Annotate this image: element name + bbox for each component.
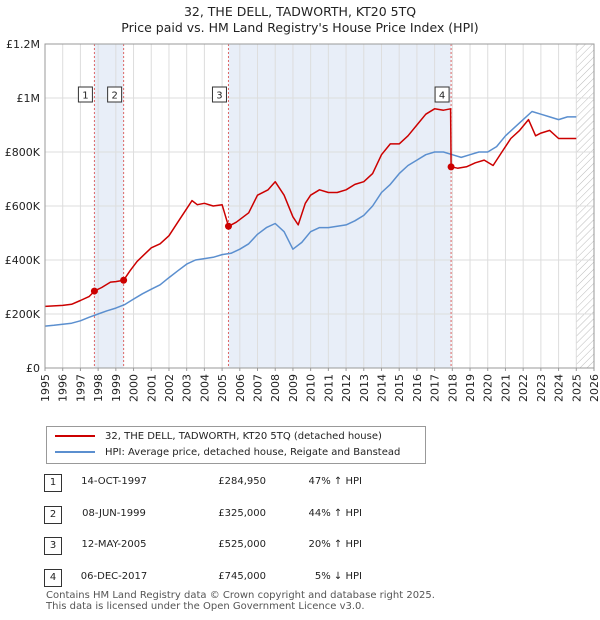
- footer-attribution: Contains HM Land Registry data © Crown c…: [46, 590, 435, 612]
- x-tick-label: 2020: [482, 374, 495, 402]
- table-row: 3 12-MAY-2005 £525,000 20% ↑ HPI: [44, 535, 384, 559]
- legend-item-hpi: HPI: Average price, detached house, Reig…: [55, 446, 400, 460]
- series-line-property: [44, 108, 577, 308]
- sale-hpi-change: 5% ↓ HPI: [314, 570, 362, 582]
- x-tick-label: 2022: [517, 374, 530, 402]
- x-tick-label: 2005: [216, 374, 229, 402]
- x-tick-label: 2026: [588, 374, 600, 402]
- sale-price: £325,000: [218, 507, 266, 519]
- x-tick-label: 2018: [446, 374, 459, 402]
- x-tick-label: 2010: [305, 374, 318, 402]
- sale-price: £525,000: [218, 539, 266, 550]
- sale-label-box: [211, 86, 227, 103]
- y-tick-label: £600K: [5, 200, 41, 213]
- legend-label-hpi: HPI: Average price, detached house, Reig…: [105, 447, 401, 458]
- sale-point: [120, 276, 128, 284]
- x-tick-label: 2008: [269, 374, 282, 402]
- price-chart: 1 2 3 4 £0 £200K £400K £600K £800K £1M £1.2M 1995 1…: [5, 38, 600, 402]
- y-tick-label: £0: [26, 362, 40, 375]
- legend-item-property: 32, THE DELL, TADWORTH, KT20 5TQ (detach…: [55, 430, 382, 444]
- x-tick-label: 2004: [198, 374, 211, 402]
- x-tick-label: 2006: [234, 374, 247, 402]
- x-tick-label: 2013: [358, 374, 371, 402]
- sales-table: 1 14-OCT-1997 £284,950 47% ↑ HPI 2 08-JU…: [44, 472, 384, 598]
- x-tick-label: 2016: [411, 374, 424, 402]
- y-tick-label: £800K: [5, 146, 41, 159]
- x-tick-label: 2023: [535, 374, 548, 402]
- legend: 32, THE DELL, TADWORTH, KT20 5TQ (detach…: [46, 426, 426, 464]
- sale-point: [224, 222, 232, 230]
- chart-subtitle: Price paid vs. HM Land Registry's House …: [121, 20, 479, 35]
- sale-number-badge: 2: [44, 505, 62, 524]
- sale-hpi-change: 47% ↑ HPI: [308, 476, 362, 487]
- x-tick-label: 1997: [74, 374, 87, 402]
- legend-line-hpi: [55, 451, 95, 453]
- x-tick-label: 1996: [57, 374, 70, 402]
- x-tick-label: 1998: [92, 374, 105, 402]
- sale-date: 12-MAY-2005: [81, 539, 147, 550]
- table-row: 2 08-JUN-1999 £325,000 44% ↑ HPI: [44, 504, 384, 528]
- sale-label-text: 1: [82, 91, 88, 102]
- series-line-hpi: [44, 110, 577, 327]
- x-tick-label: 2001: [145, 374, 158, 402]
- chart-title: 32, THE DELL, TADWORTH, KT20 5TQ: [183, 4, 417, 19]
- sale-label-text: 4: [439, 91, 445, 102]
- x-tick-label: 2024: [553, 374, 566, 402]
- x-tick-label: 2012: [340, 374, 353, 402]
- x-tick-label: 1995: [39, 374, 52, 402]
- sale-point: [447, 163, 455, 171]
- y-tick-label: £400K: [5, 254, 41, 267]
- x-tick-label: 2000: [128, 374, 141, 402]
- x-tick-label: 2015: [393, 374, 406, 402]
- x-tick-label: 1999: [110, 374, 123, 402]
- x-tick-label: 2007: [252, 374, 265, 402]
- sale-label-box: [434, 86, 450, 103]
- sale-price: £745,000: [218, 570, 266, 582]
- sale-hpi-change: 20% ↑ HPI: [308, 539, 362, 550]
- sale-number-badge: 1: [44, 474, 62, 492]
- x-tick-label: 2002: [163, 374, 176, 402]
- y-tick-label: £200K: [5, 308, 41, 321]
- sale-date: 14-OCT-1997: [81, 476, 147, 487]
- chart-title-block: 32, THE DELL, TADWORTH, KT20 5TQ Price p…: [0, 4, 600, 36]
- x-tick-label: 2009: [287, 374, 300, 402]
- footer-line-2: This data is licensed under the Open Gov…: [46, 601, 365, 612]
- sale-number-badge: 3: [44, 537, 62, 555]
- x-tick-label: 2021: [499, 374, 512, 402]
- sale-label-text: 3: [216, 91, 222, 102]
- sale-date: 06-DEC-2017: [80, 570, 148, 582]
- x-tick-label: 2017: [429, 374, 442, 402]
- sale-hpi-change: 44% ↑ HPI: [308, 507, 362, 519]
- x-tick-label: 2011: [322, 374, 335, 402]
- x-tick-label: 2019: [464, 374, 477, 402]
- sale-date: 08-JUN-1999: [82, 507, 146, 519]
- sale-number-badge: 4: [44, 568, 62, 587]
- table-row: 4 06-DEC-2017 £745,000 5% ↓ HPI: [44, 567, 384, 591]
- table-row: 1 14-OCT-1997 £284,950 47% ↑ HPI: [44, 472, 384, 496]
- sale-label-text: 2: [111, 91, 117, 102]
- footer-line-1: Contains HM Land Registry data © Crown c…: [46, 590, 435, 601]
- x-tick-label: 2003: [181, 374, 194, 402]
- sale-price: £284,950: [218, 476, 266, 487]
- x-tick-label: 2014: [375, 374, 388, 402]
- legend-line-property: [55, 435, 95, 437]
- sale-label-box: [77, 86, 93, 103]
- sale-label-box: [107, 86, 123, 103]
- x-tick-label: 2025: [570, 374, 583, 402]
- y-tick-label: £1M: [17, 92, 41, 105]
- sale-point: [90, 287, 98, 295]
- plot-frame: [44, 43, 595, 369]
- legend-label-property: 32, THE DELL, TADWORTH, KT20 5TQ (detach…: [105, 431, 382, 442]
- y-tick-label: £1.2M: [6, 38, 40, 51]
